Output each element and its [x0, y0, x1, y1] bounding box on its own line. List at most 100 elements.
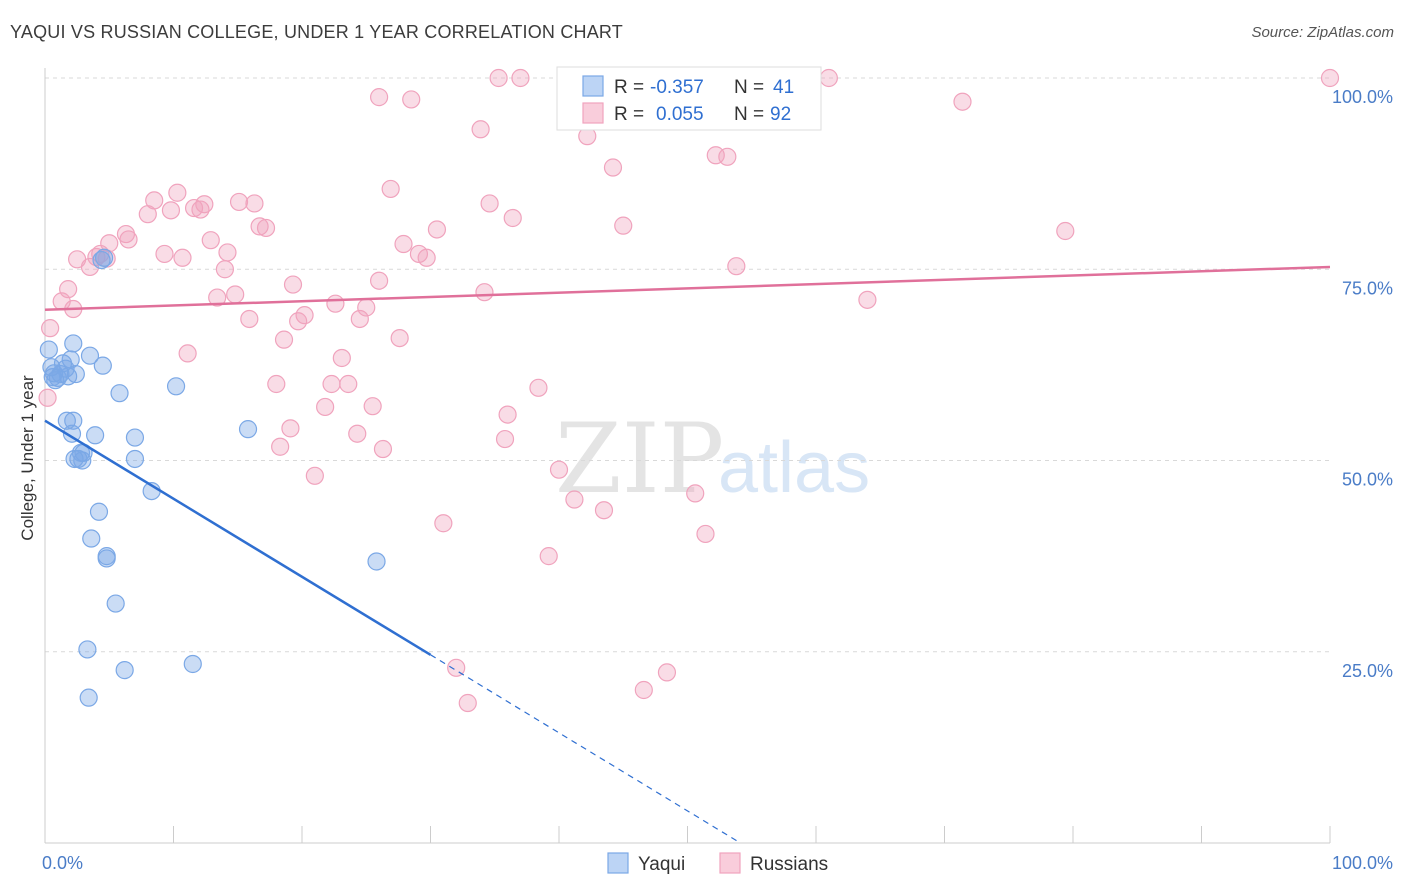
legend-yaqui-r-value: -0.357 — [650, 77, 704, 98]
russians-point-90 — [953, 92, 972, 111]
legend-russians-r-value: 0.055 — [656, 104, 704, 125]
russians-point-74 — [565, 490, 584, 509]
legend-yaqui-swatch — [582, 75, 604, 97]
yaqui-point-21 — [95, 248, 114, 267]
russians-point-39 — [295, 306, 314, 325]
yaqui-point-0 — [39, 340, 58, 359]
y-tick-label-1: 50.0% — [1342, 470, 1393, 490]
y-tick-label-0: 25.0% — [1342, 661, 1393, 681]
russians-point-51 — [373, 439, 393, 459]
russians-point-73 — [549, 460, 569, 479]
yaqui-trend-extension — [430, 654, 740, 843]
russians-trend-line — [44, 265, 1331, 312]
russians-point-80 — [657, 663, 677, 682]
chart-title: YAQUI VS RUSSIAN COLLEGE, UNDER 1 YEAR C… — [10, 22, 624, 42]
yaqui-point-35 — [110, 384, 129, 403]
russians-point-45 — [339, 374, 358, 394]
y-tick-label-2: 75.0% — [1342, 278, 1393, 298]
yaqui-point-34 — [125, 449, 145, 469]
russians-point-77 — [603, 158, 623, 177]
russians-point-71 — [529, 378, 548, 397]
yaqui-point-27 — [89, 502, 109, 521]
russians-point-64 — [475, 283, 494, 302]
bottom-legend-russians-label: Russians — [750, 854, 828, 875]
russians-point-1 — [41, 319, 60, 338]
russians-point-29 — [240, 309, 259, 329]
yaqui-point-41 — [367, 552, 386, 571]
russians-point-61 — [447, 658, 466, 677]
yaqui-point-26 — [82, 529, 101, 548]
russians-point-36 — [281, 419, 300, 438]
legend-russians-n-value: 92 — [770, 104, 791, 125]
correlation-legend: R = -0.357 N = 41 R = 0.055 N = 92 — [556, 66, 822, 131]
russians-point-48 — [357, 298, 376, 317]
russians-point-60 — [434, 514, 453, 533]
russians-point-34 — [271, 437, 290, 456]
yaqui-point-29 — [97, 547, 116, 566]
yaqui-point-11 — [64, 334, 83, 353]
legend-yaqui-n-label: N = — [734, 77, 764, 98]
russians-point-16 — [161, 201, 181, 220]
russians-point-17 — [168, 183, 187, 202]
russians-point-35 — [274, 330, 294, 349]
yaqui-point-30 — [106, 594, 125, 613]
russians-point-43 — [326, 294, 345, 313]
russians-point-33 — [267, 374, 286, 394]
russians-point-69 — [503, 208, 522, 228]
russians-point-63 — [471, 120, 490, 139]
russians-point-89 — [858, 290, 877, 309]
yaqui-point-36 — [125, 428, 145, 447]
russians-point-26 — [218, 243, 237, 262]
russians-point-88 — [819, 68, 838, 88]
y-axis-label: College, Under 1 year — [18, 375, 37, 541]
russians-point-66 — [489, 68, 508, 88]
russians-point-76 — [594, 501, 614, 520]
y-tick-labels: 25.0% 50.0% 75.0% 100.0% — [1332, 87, 1393, 681]
russians-point-52 — [370, 88, 389, 107]
russians-point-41 — [316, 397, 335, 417]
gridlines — [45, 77, 1330, 653]
russians-point-18 — [173, 248, 192, 267]
russians-point-92 — [1320, 68, 1340, 88]
x-tick-label-1: 100.0% — [1332, 853, 1393, 873]
russians-point-23 — [201, 231, 220, 250]
russians-point-62 — [458, 693, 477, 713]
russians-point-83 — [696, 524, 715, 544]
legend-russians-r-label: R = — [614, 104, 644, 125]
yaqui-point-19 — [86, 426, 105, 445]
x-tick-label-0: 0.0% — [42, 853, 83, 873]
trend-lines — [44, 265, 1331, 843]
russians-point-79 — [634, 680, 653, 700]
russians-point-19 — [184, 198, 204, 218]
russians-point-12 — [119, 230, 138, 249]
russians-point-65 — [480, 194, 499, 213]
axes — [44, 68, 1331, 844]
y-tick-label-3: 100.0% — [1332, 87, 1393, 107]
russians-point-46 — [348, 424, 367, 443]
russians-point-28 — [229, 192, 249, 212]
russians-point-14 — [145, 191, 164, 210]
yaqui-point-15 — [64, 411, 83, 430]
legend-yaqui-r-label: R = — [614, 77, 644, 98]
russians-point-47 — [350, 309, 369, 329]
russians-point-22 — [178, 344, 197, 363]
russians-point-54 — [390, 329, 409, 348]
russians-point-40 — [305, 466, 324, 485]
russians-point-30 — [245, 194, 264, 213]
russians-point-37 — [283, 275, 303, 294]
yaqui-point-39 — [238, 420, 258, 439]
yaqui-point-38 — [166, 377, 186, 396]
legend-yaqui-n-value: 41 — [773, 77, 794, 98]
watermark-zip: ZIP — [555, 403, 724, 515]
russians-point-27 — [226, 285, 245, 304]
russians-point-53 — [381, 179, 400, 199]
russians-point-6 — [80, 257, 100, 277]
yaqui-point-20 — [92, 250, 111, 270]
yaqui-point-18 — [80, 346, 100, 365]
russians-point-78 — [614, 216, 633, 235]
bottom-legend-yaqui-label: Yaqui — [638, 854, 685, 875]
russians-point-84 — [706, 146, 725, 165]
russians-point-44 — [332, 348, 351, 368]
yaqui-point-22 — [93, 356, 112, 375]
